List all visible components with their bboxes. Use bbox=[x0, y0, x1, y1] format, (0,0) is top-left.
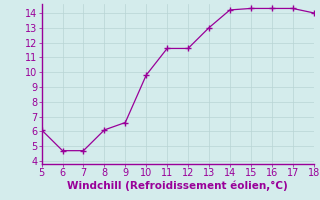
X-axis label: Windchill (Refroidissement éolien,°C): Windchill (Refroidissement éolien,°C) bbox=[67, 181, 288, 191]
